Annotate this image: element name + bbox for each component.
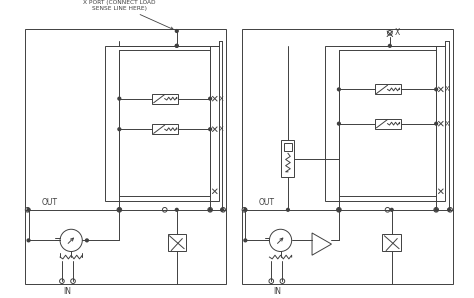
Bar <box>374 84 401 94</box>
Bar <box>152 94 178 104</box>
Circle shape <box>27 208 30 211</box>
Text: X: X <box>395 28 400 37</box>
Circle shape <box>60 279 64 283</box>
Circle shape <box>118 208 121 211</box>
Circle shape <box>337 122 340 125</box>
Text: IN: IN <box>64 287 72 296</box>
Circle shape <box>435 208 438 211</box>
Circle shape <box>71 279 75 283</box>
Circle shape <box>337 88 340 91</box>
Bar <box>383 234 401 251</box>
Circle shape <box>175 44 178 47</box>
Bar <box>242 29 453 284</box>
Circle shape <box>25 207 30 212</box>
Text: X: X <box>219 126 224 132</box>
Circle shape <box>221 208 224 211</box>
Bar <box>282 140 294 177</box>
Bar <box>25 29 226 284</box>
Circle shape <box>280 279 285 283</box>
Circle shape <box>389 44 391 47</box>
Circle shape <box>435 122 438 125</box>
Bar <box>374 119 401 129</box>
Bar <box>325 46 446 201</box>
Circle shape <box>209 208 211 211</box>
Circle shape <box>118 128 121 131</box>
Circle shape <box>117 207 122 212</box>
Circle shape <box>269 229 292 252</box>
Text: X: X <box>445 121 450 127</box>
Circle shape <box>118 208 121 211</box>
Text: X: X <box>219 96 224 102</box>
Circle shape <box>269 279 273 283</box>
Circle shape <box>337 207 341 212</box>
Circle shape <box>221 207 226 212</box>
Circle shape <box>163 207 167 212</box>
Text: X: X <box>445 86 450 92</box>
Bar <box>284 143 292 150</box>
Circle shape <box>448 207 452 212</box>
Bar <box>339 50 436 196</box>
Bar <box>119 50 210 196</box>
Circle shape <box>388 30 392 35</box>
Circle shape <box>448 208 451 211</box>
Circle shape <box>60 229 82 252</box>
Circle shape <box>242 207 247 212</box>
Circle shape <box>385 207 390 212</box>
Circle shape <box>27 239 30 242</box>
Circle shape <box>118 97 121 100</box>
Circle shape <box>435 88 438 91</box>
Text: X PORT (CONNECT LOAD
SENSE LINE HERE): X PORT (CONNECT LOAD SENSE LINE HERE) <box>83 0 173 30</box>
Circle shape <box>390 208 393 211</box>
Text: IN: IN <box>273 287 281 296</box>
Circle shape <box>337 208 340 211</box>
Circle shape <box>287 208 289 211</box>
Bar <box>105 46 219 201</box>
Circle shape <box>209 128 211 131</box>
Circle shape <box>209 97 211 100</box>
Text: OUT: OUT <box>42 198 57 207</box>
Circle shape <box>208 207 212 212</box>
Text: OUT: OUT <box>258 198 274 207</box>
Bar <box>167 234 186 251</box>
Bar <box>152 124 178 134</box>
Circle shape <box>175 30 178 32</box>
Circle shape <box>337 208 340 211</box>
Circle shape <box>85 239 88 242</box>
Circle shape <box>175 44 178 47</box>
Circle shape <box>244 239 247 242</box>
Circle shape <box>175 208 178 211</box>
Circle shape <box>244 208 247 211</box>
Circle shape <box>434 207 438 212</box>
